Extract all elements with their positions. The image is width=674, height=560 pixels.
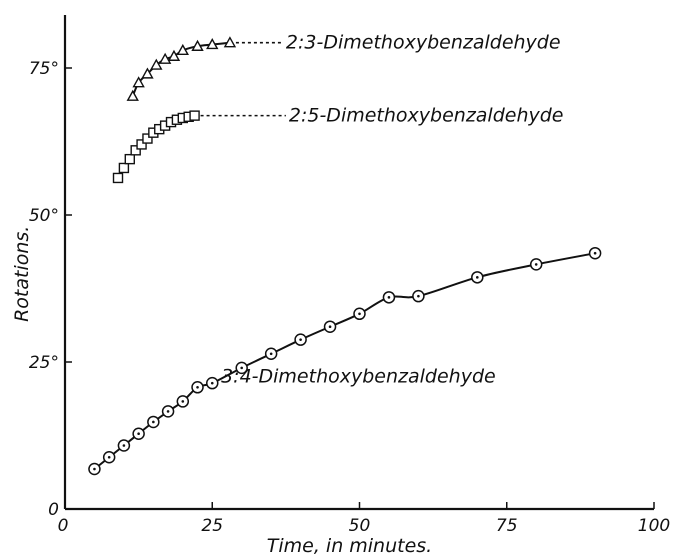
series-circle — [88, 246, 602, 476]
x-tick-label: 100 — [638, 516, 670, 536]
series-layer — [88, 36, 602, 476]
data-point-center — [93, 467, 96, 471]
data-point-center — [534, 263, 538, 266]
data-point — [141, 67, 154, 79]
data-point — [126, 89, 139, 101]
series-label-2-5: 2:5-Dimethoxybenzaldehyde — [289, 105, 564, 127]
x-tick-label: 50 — [349, 516, 371, 536]
data-point — [130, 145, 141, 156]
data-point-center — [210, 381, 214, 385]
data-point — [136, 139, 147, 150]
y-tick-label: 25° — [29, 353, 59, 373]
data-point — [189, 110, 200, 121]
data-point — [158, 52, 172, 64]
data-point-center — [299, 338, 302, 341]
data-point-center — [476, 276, 479, 279]
data-point-center — [417, 294, 420, 298]
series-triangle — [126, 36, 283, 101]
data-point-center — [166, 410, 170, 413]
x-axis-label: Time, in minutes. — [267, 535, 432, 557]
axes — [63, 15, 654, 511]
data-point — [112, 172, 124, 184]
data-point-center — [196, 385, 199, 389]
data-point — [206, 38, 219, 50]
y-axis-label: Rotations. — [11, 226, 33, 322]
data-point — [142, 133, 153, 144]
data-point-center — [122, 444, 126, 447]
series-label-3-4: 3:4-Dimethoxybenzaldehyde — [221, 366, 496, 388]
x-tick-label: 0 — [58, 516, 69, 536]
series-square — [112, 110, 286, 184]
data-point — [176, 43, 189, 56]
data-point — [191, 39, 204, 51]
data-point-center — [358, 312, 361, 316]
x-tick-label: 25 — [201, 516, 223, 536]
data-point-center — [328, 325, 332, 329]
y-tick-label: 75° — [29, 59, 59, 79]
data-point — [150, 58, 163, 70]
data-point — [167, 49, 181, 61]
y-tick-label: 50° — [29, 206, 59, 226]
data-point-center — [387, 296, 391, 299]
data-point-center — [107, 455, 111, 459]
x-tick-label: 75 — [496, 516, 518, 536]
series-label-2-3: 2:3-Dimethoxybenzaldehyde — [286, 32, 561, 54]
data-point — [124, 153, 135, 165]
data-point-center — [240, 366, 243, 370]
data-point — [132, 76, 145, 88]
y-tick-label: 0 — [48, 500, 59, 520]
data-point — [223, 36, 237, 48]
data-point — [118, 162, 130, 174]
ticks: 0 25 50 75 100 0 25° 50° 75° — [29, 59, 670, 536]
data-point-center — [181, 400, 185, 403]
data-point-center — [152, 420, 155, 424]
data-point-center — [593, 251, 597, 255]
data-point-center — [137, 432, 140, 436]
data-point-center — [269, 352, 273, 356]
series-line — [93, 252, 596, 470]
